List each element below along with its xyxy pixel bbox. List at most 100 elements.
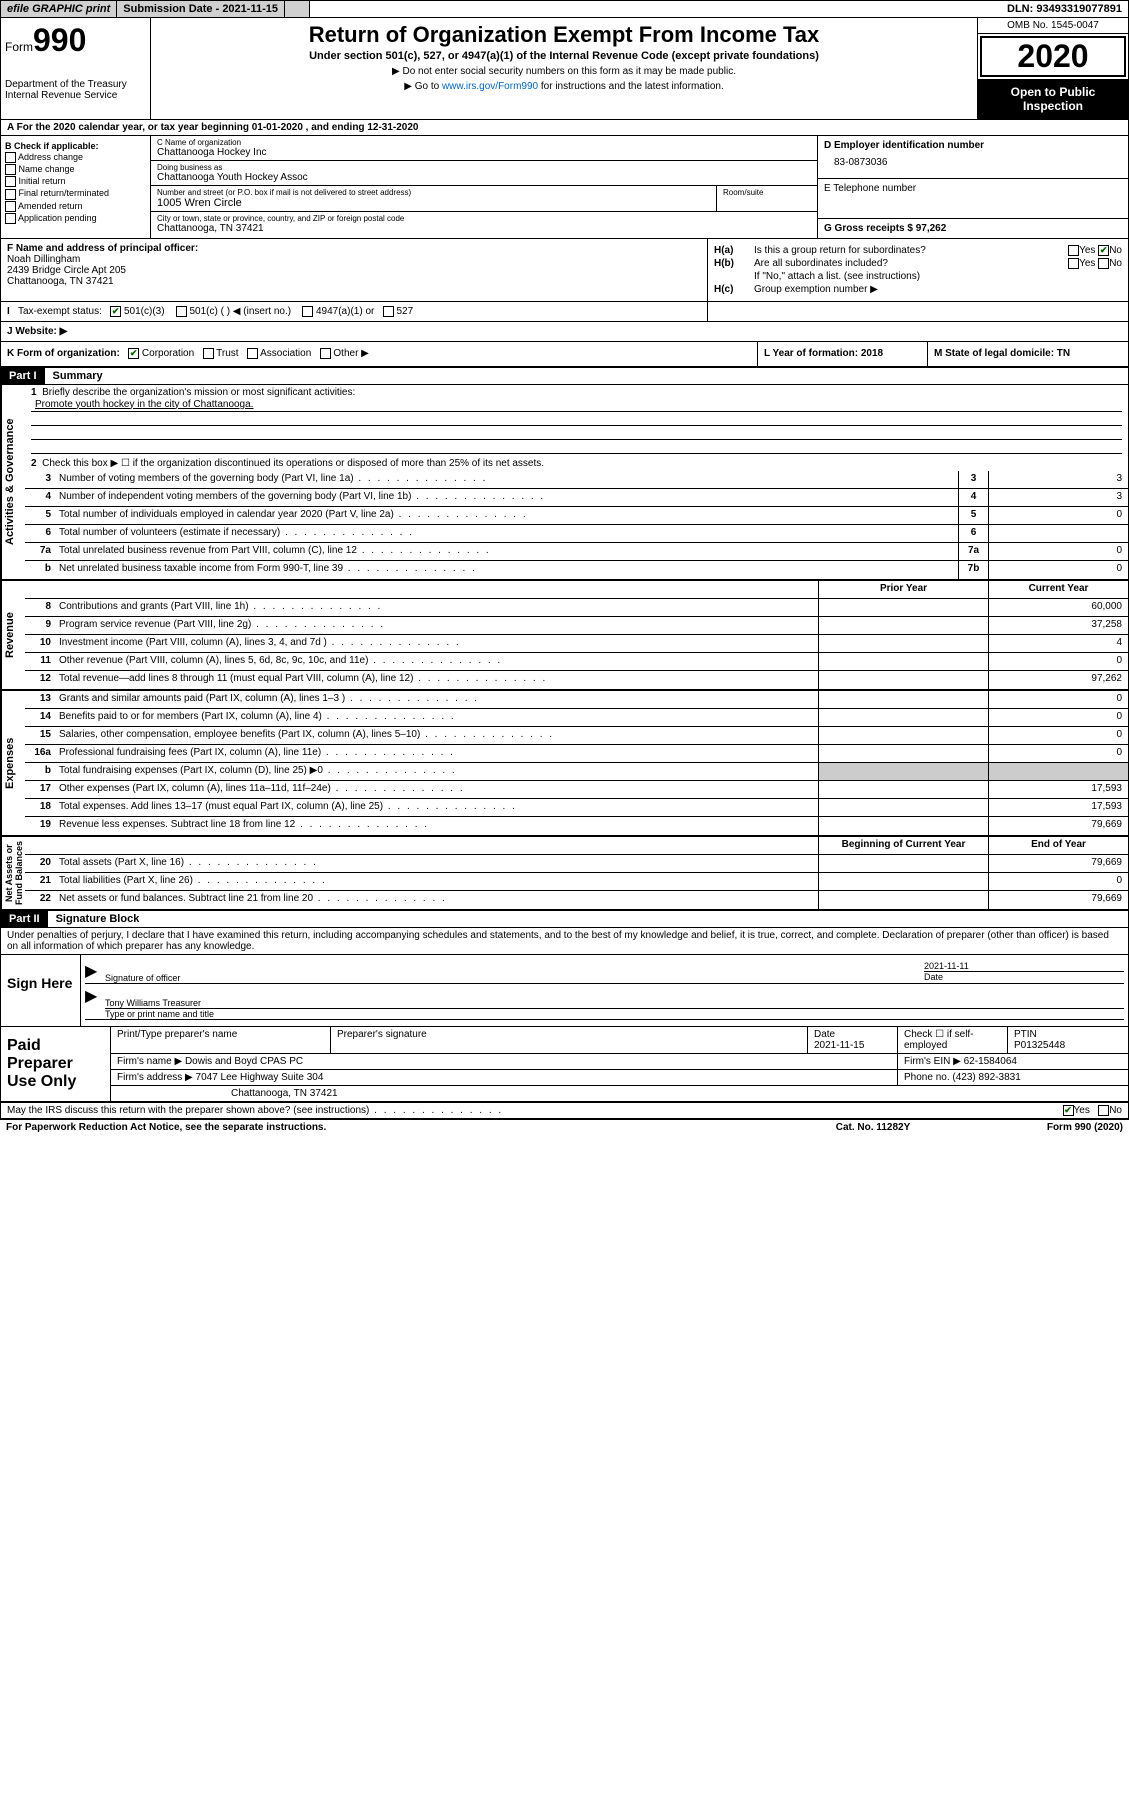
dept-label: Department of the Treasury Internal Reve… bbox=[5, 79, 146, 101]
form-title: Return of Organization Exempt From Incom… bbox=[155, 22, 973, 48]
sig-name-value: Tony Williams Treasurer bbox=[105, 998, 1124, 1009]
col-f: F Name and address of principal officer:… bbox=[1, 239, 708, 301]
summary-row: b Total fundraising expenses (Part IX, c… bbox=[25, 763, 1128, 781]
summary-row: 13 Grants and similar amounts paid (Part… bbox=[25, 691, 1128, 709]
summary-row: 5 Total number of individuals employed i… bbox=[25, 507, 1128, 525]
governance-section: Activities & Governance 1 Briefly descri… bbox=[1, 385, 1128, 581]
netassets-section: Net Assets orFund Balances Beginning of … bbox=[1, 837, 1128, 911]
firm-phone: (423) 892-3831 bbox=[952, 1072, 1020, 1083]
part1-title: Summary bbox=[45, 368, 111, 384]
discuss-yes-checkbox[interactable]: ✔ bbox=[1063, 1105, 1074, 1116]
firm-ein: 62-1584064 bbox=[964, 1056, 1017, 1067]
sig-arrow2-icon: ▶ bbox=[85, 986, 105, 1019]
527-checkbox[interactable] bbox=[383, 306, 394, 317]
officer-name: Noah Dillingham bbox=[7, 254, 80, 265]
discuss-no-checkbox[interactable] bbox=[1098, 1105, 1109, 1116]
officer-addr1: 2439 Bridge Circle Apt 205 bbox=[7, 265, 126, 276]
prep-sig-header: Preparer's signature bbox=[331, 1027, 808, 1053]
top-toolbar: efile GRAPHIC print Submission Date - 20… bbox=[0, 0, 1129, 18]
section-fh: F Name and address of principal officer:… bbox=[1, 239, 1128, 302]
amended-checkbox[interactable] bbox=[5, 201, 16, 212]
summary-row: 14 Benefits paid to or for members (Part… bbox=[25, 709, 1128, 727]
gross-receipts: G Gross receipts $ 97,262 bbox=[824, 223, 946, 234]
city-label: City or town, state or province, country… bbox=[157, 214, 811, 223]
warn-line-2: ▶ Go to www.irs.gov/Form990 for instruct… bbox=[155, 81, 973, 92]
summary-row: 6 Total number of volunteers (estimate i… bbox=[25, 525, 1128, 543]
other-checkbox[interactable] bbox=[320, 348, 331, 359]
self-emp-header: Check ☐ if self-employed bbox=[898, 1027, 1008, 1053]
initial-return-checkbox[interactable] bbox=[5, 176, 16, 187]
summary-row: 8 Contributions and grants (Part VIII, l… bbox=[25, 599, 1128, 617]
summary-row: 21 Total liabilities (Part X, line 26) 0 bbox=[25, 873, 1128, 891]
expenses-label: Expenses bbox=[1, 691, 25, 835]
blank-button[interactable] bbox=[285, 1, 310, 17]
dln-label: DLN: 93493319077891 bbox=[1001, 1, 1128, 17]
part2-header-row: Part II Signature Block bbox=[1, 911, 1128, 928]
ptin-value: P01325448 bbox=[1014, 1040, 1065, 1051]
501c3-checkbox[interactable]: ✔ bbox=[110, 306, 121, 317]
summary-row: 9 Program service revenue (Part VIII, li… bbox=[25, 617, 1128, 635]
city-value: Chattanooga, TN 37421 bbox=[157, 223, 811, 234]
summary-row: 7a Total unrelated business revenue from… bbox=[25, 543, 1128, 561]
summary-row: 12 Total revenue—add lines 8 through 11 … bbox=[25, 671, 1128, 689]
501c-checkbox[interactable] bbox=[176, 306, 187, 317]
4947-checkbox[interactable] bbox=[302, 306, 313, 317]
omb-number: OMB No. 1545-0047 bbox=[978, 18, 1128, 34]
ha-no-checkbox[interactable]: ✔ bbox=[1098, 245, 1109, 256]
officer-addr2: Chattanooga, TN 37421 bbox=[7, 276, 114, 287]
assoc-checkbox[interactable] bbox=[247, 348, 258, 359]
paperwork-notice: For Paperwork Reduction Act Notice, see … bbox=[6, 1122, 773, 1133]
instructions-link[interactable]: www.irs.gov/Form990 bbox=[442, 81, 538, 92]
summary-row: 17 Other expenses (Part IX, column (A), … bbox=[25, 781, 1128, 799]
mission-text: Promote youth hockey in the city of Chat… bbox=[31, 398, 1122, 412]
corp-checkbox[interactable]: ✔ bbox=[128, 348, 139, 359]
trust-checkbox[interactable] bbox=[203, 348, 214, 359]
part2-title: Signature Block bbox=[48, 911, 148, 927]
page-footer: For Paperwork Reduction Act Notice, see … bbox=[0, 1120, 1129, 1135]
firm-name: Dowis and Boyd CPAS PC bbox=[185, 1056, 303, 1067]
summary-row: 4 Number of independent voting members o… bbox=[25, 489, 1128, 507]
final-return-checkbox[interactable] bbox=[5, 189, 16, 200]
open-public-badge: Open to Public Inspection bbox=[978, 79, 1128, 119]
sig-arrow-icon: ▶ bbox=[85, 961, 105, 983]
dba-name: Chattanooga Youth Hockey Assoc bbox=[157, 172, 811, 183]
prep-name-header: Print/Type preparer's name bbox=[111, 1027, 331, 1053]
name-change-checkbox[interactable] bbox=[5, 164, 16, 175]
paid-preparer-label: Paid Preparer Use Only bbox=[1, 1027, 111, 1101]
ha-yes-checkbox[interactable] bbox=[1068, 245, 1079, 256]
firm-addr2: Chattanooga, TN 37421 bbox=[111, 1086, 1128, 1101]
tax-year: 2020 bbox=[980, 36, 1126, 77]
header-left: Form990 Department of the Treasury Inter… bbox=[1, 18, 151, 119]
summary-row: 18 Total expenses. Add lines 13–17 (must… bbox=[25, 799, 1128, 817]
org-name-label: C Name of organization bbox=[157, 138, 811, 147]
street-label: Number and street (or P.O. box if mail i… bbox=[157, 188, 710, 197]
year-formation: L Year of formation: 2018 bbox=[764, 348, 883, 359]
street-value: 1005 Wren Circle bbox=[157, 197, 710, 209]
hb-no-checkbox[interactable] bbox=[1098, 258, 1109, 269]
sig-date-value: 2021-11-11 bbox=[924, 961, 1124, 972]
part2-badge: Part II bbox=[1, 911, 48, 927]
paid-preparer-section: Paid Preparer Use Only Print/Type prepar… bbox=[1, 1027, 1128, 1103]
form-subtitle: Under section 501(c), 527, or 4947(a)(1)… bbox=[155, 50, 973, 62]
cat-number: Cat. No. 11282Y bbox=[773, 1122, 973, 1133]
form-word: Form bbox=[5, 40, 33, 54]
phone-label: E Telephone number bbox=[824, 183, 916, 194]
firm-addr1: 7047 Lee Highway Suite 304 bbox=[196, 1072, 324, 1083]
col-de: D Employer identification number 83-0873… bbox=[818, 136, 1128, 238]
ein-value: 83-0873036 bbox=[824, 151, 1122, 174]
efile-print-button[interactable]: efile GRAPHIC print bbox=[1, 1, 117, 17]
header-right: OMB No. 1545-0047 2020 Open to Public In… bbox=[978, 18, 1128, 119]
summary-row: 16a Professional fundraising fees (Part … bbox=[25, 745, 1128, 763]
form-body: Form990 Department of the Treasury Inter… bbox=[0, 18, 1129, 1120]
row-klm: K Form of organization: ✔ Corporation Tr… bbox=[1, 342, 1128, 367]
expenses-section: Expenses 13 Grants and similar amounts p… bbox=[1, 691, 1128, 837]
hb-yes-checkbox[interactable] bbox=[1068, 258, 1079, 269]
addr-change-checkbox[interactable] bbox=[5, 152, 16, 163]
summary-row: b Net unrelated business taxable income … bbox=[25, 561, 1128, 579]
summary-row: 20 Total assets (Part X, line 16) 79,669 bbox=[25, 855, 1128, 873]
header-center: Return of Organization Exempt From Incom… bbox=[151, 18, 978, 119]
ein-label: D Employer identification number bbox=[824, 140, 984, 151]
sign-here-label: Sign Here bbox=[1, 955, 81, 1026]
submission-date-button[interactable]: Submission Date - 2021-11-15 bbox=[117, 1, 285, 17]
app-pending-checkbox[interactable] bbox=[5, 213, 16, 224]
